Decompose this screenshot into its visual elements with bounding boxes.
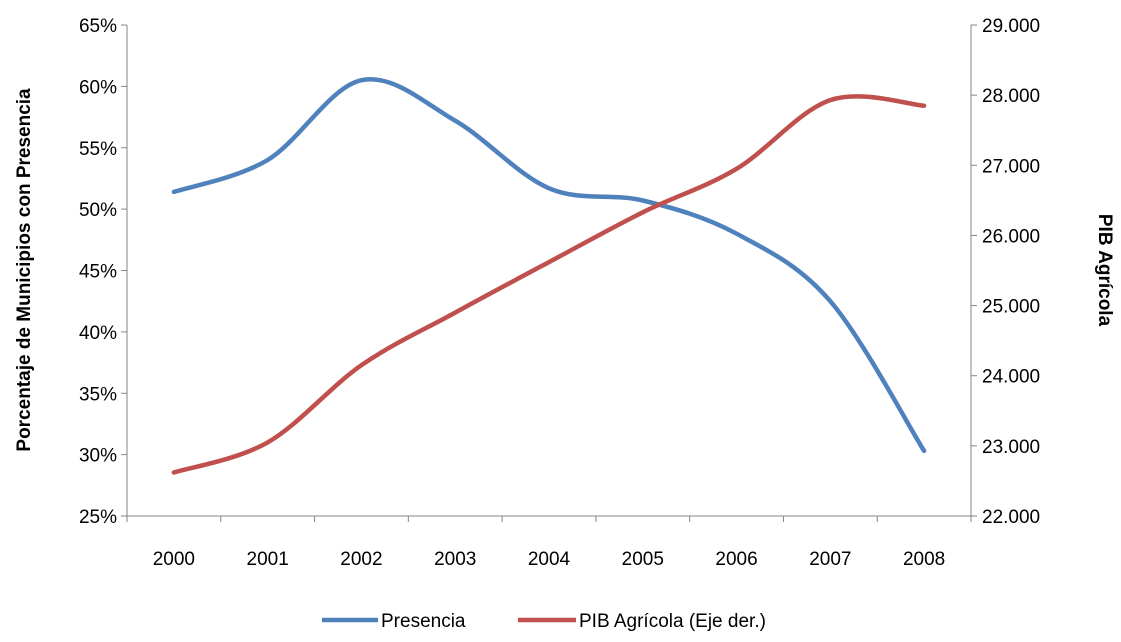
x-axis-tick-label: 2002 — [340, 549, 382, 570]
left-axis-tick-label: 35% — [79, 384, 117, 405]
left-axis-tick-label: 30% — [79, 446, 117, 467]
series-line-pib-agricola — [171, 94, 927, 475]
right-axis-tick-label: 29.000 — [982, 16, 1040, 37]
series-lines — [171, 77, 927, 475]
right-axis-tick-label: 25.000 — [982, 297, 1040, 318]
legend-label: Presencia — [381, 611, 466, 632]
x-axis-tick-label: 2003 — [434, 549, 476, 570]
right-axis-tick-label: 23.000 — [982, 437, 1040, 458]
x-axis-tick-label: 2008 — [903, 549, 945, 570]
right-axis-tick-label: 24.000 — [982, 367, 1040, 388]
x-axis-tick-label: 2001 — [247, 549, 289, 570]
right-axis-tick-label: 28.000 — [982, 86, 1040, 107]
axis-labels: 25% 30% 35% 40% 45% 50% 55% 60% 65% 22.000 23.000 2… — [79, 16, 1040, 570]
left-axis-title: Porcentaje de Municipios con Presencia — [14, 88, 35, 452]
left-axis-tick-label: 25% — [79, 507, 117, 528]
right-axis-tick-label: 22.000 — [982, 507, 1040, 528]
left-axis-tick-label: 40% — [79, 323, 117, 344]
legend-label: PIB Agrícola (Eje der.) — [579, 611, 766, 632]
series-line-presencia — [171, 77, 927, 454]
right-axis-title: PIB Agrícola — [1094, 214, 1115, 327]
x-axis-tick-label: 2005 — [622, 549, 664, 570]
x-axis-tick-label: 2007 — [809, 549, 851, 570]
x-axis-tick-label: 2000 — [153, 549, 195, 570]
right-axis-tick-label: 26.000 — [982, 226, 1040, 247]
left-axis-tick-label: 50% — [79, 200, 117, 221]
right-axis-tick-label: 27.000 — [982, 156, 1040, 177]
x-axis-tick-label: 2006 — [715, 549, 757, 570]
axes — [121, 24, 977, 522]
left-axis-tick-label: 55% — [79, 139, 117, 160]
left-axis-tick-label: 45% — [79, 262, 117, 283]
left-axis-tick-label: 60% — [79, 77, 117, 98]
left-axis-tick-label: 65% — [79, 16, 117, 37]
legend: Presencia PIB Agrícola (Eje der.) — [322, 611, 766, 632]
x-axis-tick-label: 2004 — [528, 549, 571, 570]
